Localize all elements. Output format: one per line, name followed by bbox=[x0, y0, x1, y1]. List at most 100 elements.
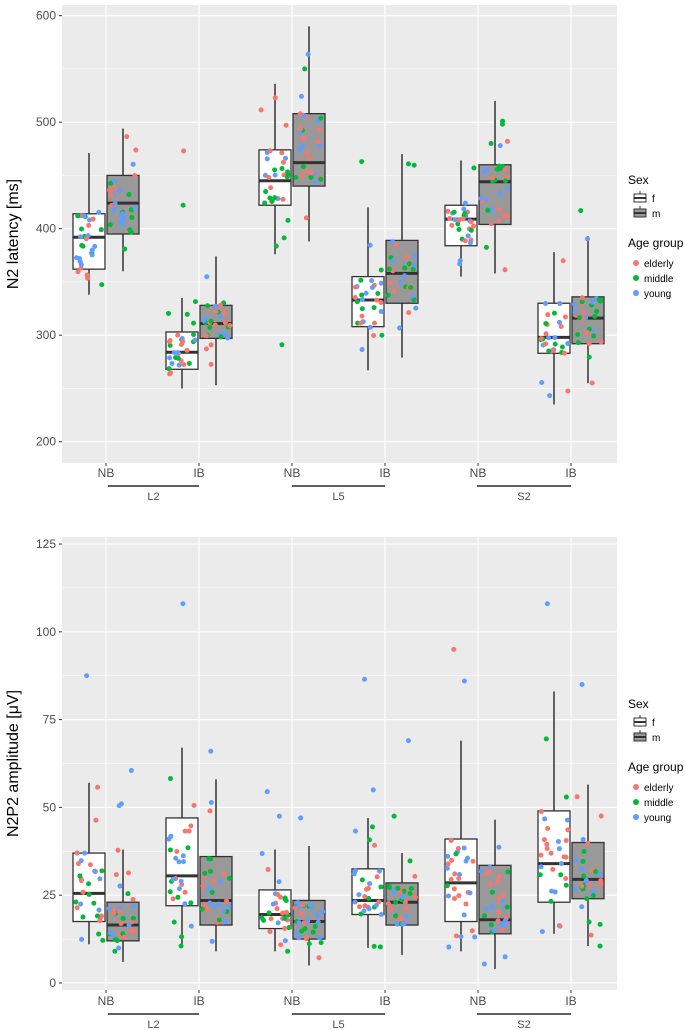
observation-point bbox=[457, 261, 463, 267]
observation-point bbox=[491, 927, 497, 933]
observation-point bbox=[316, 143, 322, 149]
observation-point bbox=[446, 893, 452, 899]
observation-point bbox=[166, 366, 172, 372]
outlier-point bbox=[298, 815, 304, 821]
observation-point bbox=[579, 904, 585, 910]
observation-point bbox=[93, 817, 99, 823]
observation-point bbox=[175, 894, 181, 900]
observation-point bbox=[571, 301, 577, 307]
observation-point bbox=[74, 850, 80, 856]
observation-point bbox=[91, 900, 97, 906]
observation-point bbox=[217, 302, 223, 308]
observation-point bbox=[222, 320, 228, 326]
observation-point bbox=[589, 380, 595, 386]
observation-point bbox=[293, 175, 299, 181]
box-L2-NB-f bbox=[72, 153, 106, 295]
observation-point bbox=[264, 156, 270, 162]
observation-point bbox=[558, 872, 564, 878]
outlier-point bbox=[359, 159, 365, 165]
observation-point bbox=[274, 906, 280, 912]
observation-point bbox=[352, 828, 358, 834]
observation-point bbox=[579, 883, 585, 889]
observation-point bbox=[386, 280, 392, 286]
observation-point bbox=[112, 201, 118, 207]
outlier-point bbox=[116, 803, 122, 809]
observation-point bbox=[258, 107, 264, 113]
observation-point bbox=[298, 126, 304, 132]
observation-point bbox=[300, 902, 306, 908]
observation-point bbox=[110, 932, 116, 938]
observation-point bbox=[227, 322, 233, 328]
observation-point bbox=[352, 294, 358, 300]
outlier-point bbox=[391, 813, 397, 819]
legend-age-dot bbox=[633, 784, 639, 790]
observation-point bbox=[579, 299, 585, 305]
observation-point bbox=[488, 141, 494, 147]
observation-point bbox=[547, 393, 553, 399]
observation-point bbox=[374, 874, 380, 880]
box-L2-NB-m bbox=[106, 847, 140, 962]
observation-point bbox=[95, 784, 101, 790]
observation-point bbox=[122, 246, 128, 252]
observation-point bbox=[386, 883, 392, 889]
observation-point bbox=[395, 885, 401, 891]
observation-point bbox=[74, 905, 80, 911]
observation-point bbox=[548, 850, 554, 856]
observation-point bbox=[378, 884, 384, 890]
observation-point bbox=[386, 266, 392, 272]
observation-point bbox=[366, 906, 372, 912]
observation-point bbox=[268, 916, 274, 922]
outlier-point bbox=[128, 768, 134, 774]
observation-point bbox=[178, 943, 184, 949]
observation-point bbox=[82, 850, 88, 856]
observation-point bbox=[108, 180, 114, 186]
observation-point bbox=[588, 932, 594, 938]
observation-point bbox=[209, 938, 215, 944]
observation-point bbox=[412, 894, 418, 900]
observation-point bbox=[192, 337, 198, 343]
observation-point bbox=[559, 344, 565, 350]
observation-point bbox=[393, 899, 399, 905]
observation-point bbox=[543, 331, 549, 337]
observation-point bbox=[545, 312, 551, 318]
observation-point bbox=[401, 888, 407, 894]
legend-sex-label: m bbox=[652, 733, 660, 744]
observation-point bbox=[541, 837, 547, 843]
observation-point bbox=[483, 871, 489, 877]
observation-point bbox=[204, 303, 210, 309]
observation-point bbox=[367, 837, 373, 843]
observation-point bbox=[565, 827, 571, 833]
observation-point bbox=[359, 313, 365, 319]
observation-point bbox=[176, 886, 182, 892]
observation-point bbox=[111, 910, 117, 916]
observation-point bbox=[130, 915, 136, 921]
observation-point bbox=[224, 898, 230, 904]
observation-point bbox=[309, 170, 315, 176]
observation-point bbox=[488, 221, 494, 227]
observation-point bbox=[403, 914, 409, 920]
observation-point bbox=[406, 261, 412, 267]
observation-point bbox=[315, 139, 321, 145]
observation-point bbox=[266, 175, 272, 181]
observation-point bbox=[272, 95, 278, 101]
observation-point bbox=[485, 207, 491, 213]
legend-age-dot bbox=[633, 814, 639, 820]
observation-point bbox=[180, 853, 186, 859]
observation-point bbox=[307, 902, 313, 908]
observation-point bbox=[502, 167, 508, 173]
outlier-point bbox=[544, 601, 550, 607]
observation-point bbox=[218, 334, 224, 340]
y-tick-label: 100 bbox=[36, 625, 56, 639]
observation-point bbox=[370, 284, 376, 290]
observation-point bbox=[468, 227, 474, 233]
outlier-point bbox=[279, 342, 285, 348]
observation-point bbox=[78, 901, 84, 907]
group-label: L5 bbox=[332, 1019, 344, 1030]
outlier-point bbox=[180, 601, 186, 607]
observation-point bbox=[81, 213, 87, 219]
observation-point bbox=[126, 922, 132, 928]
box-S2-NB-m bbox=[478, 100, 512, 274]
legend-age-label: young bbox=[644, 289, 671, 300]
observation-point bbox=[449, 857, 455, 863]
